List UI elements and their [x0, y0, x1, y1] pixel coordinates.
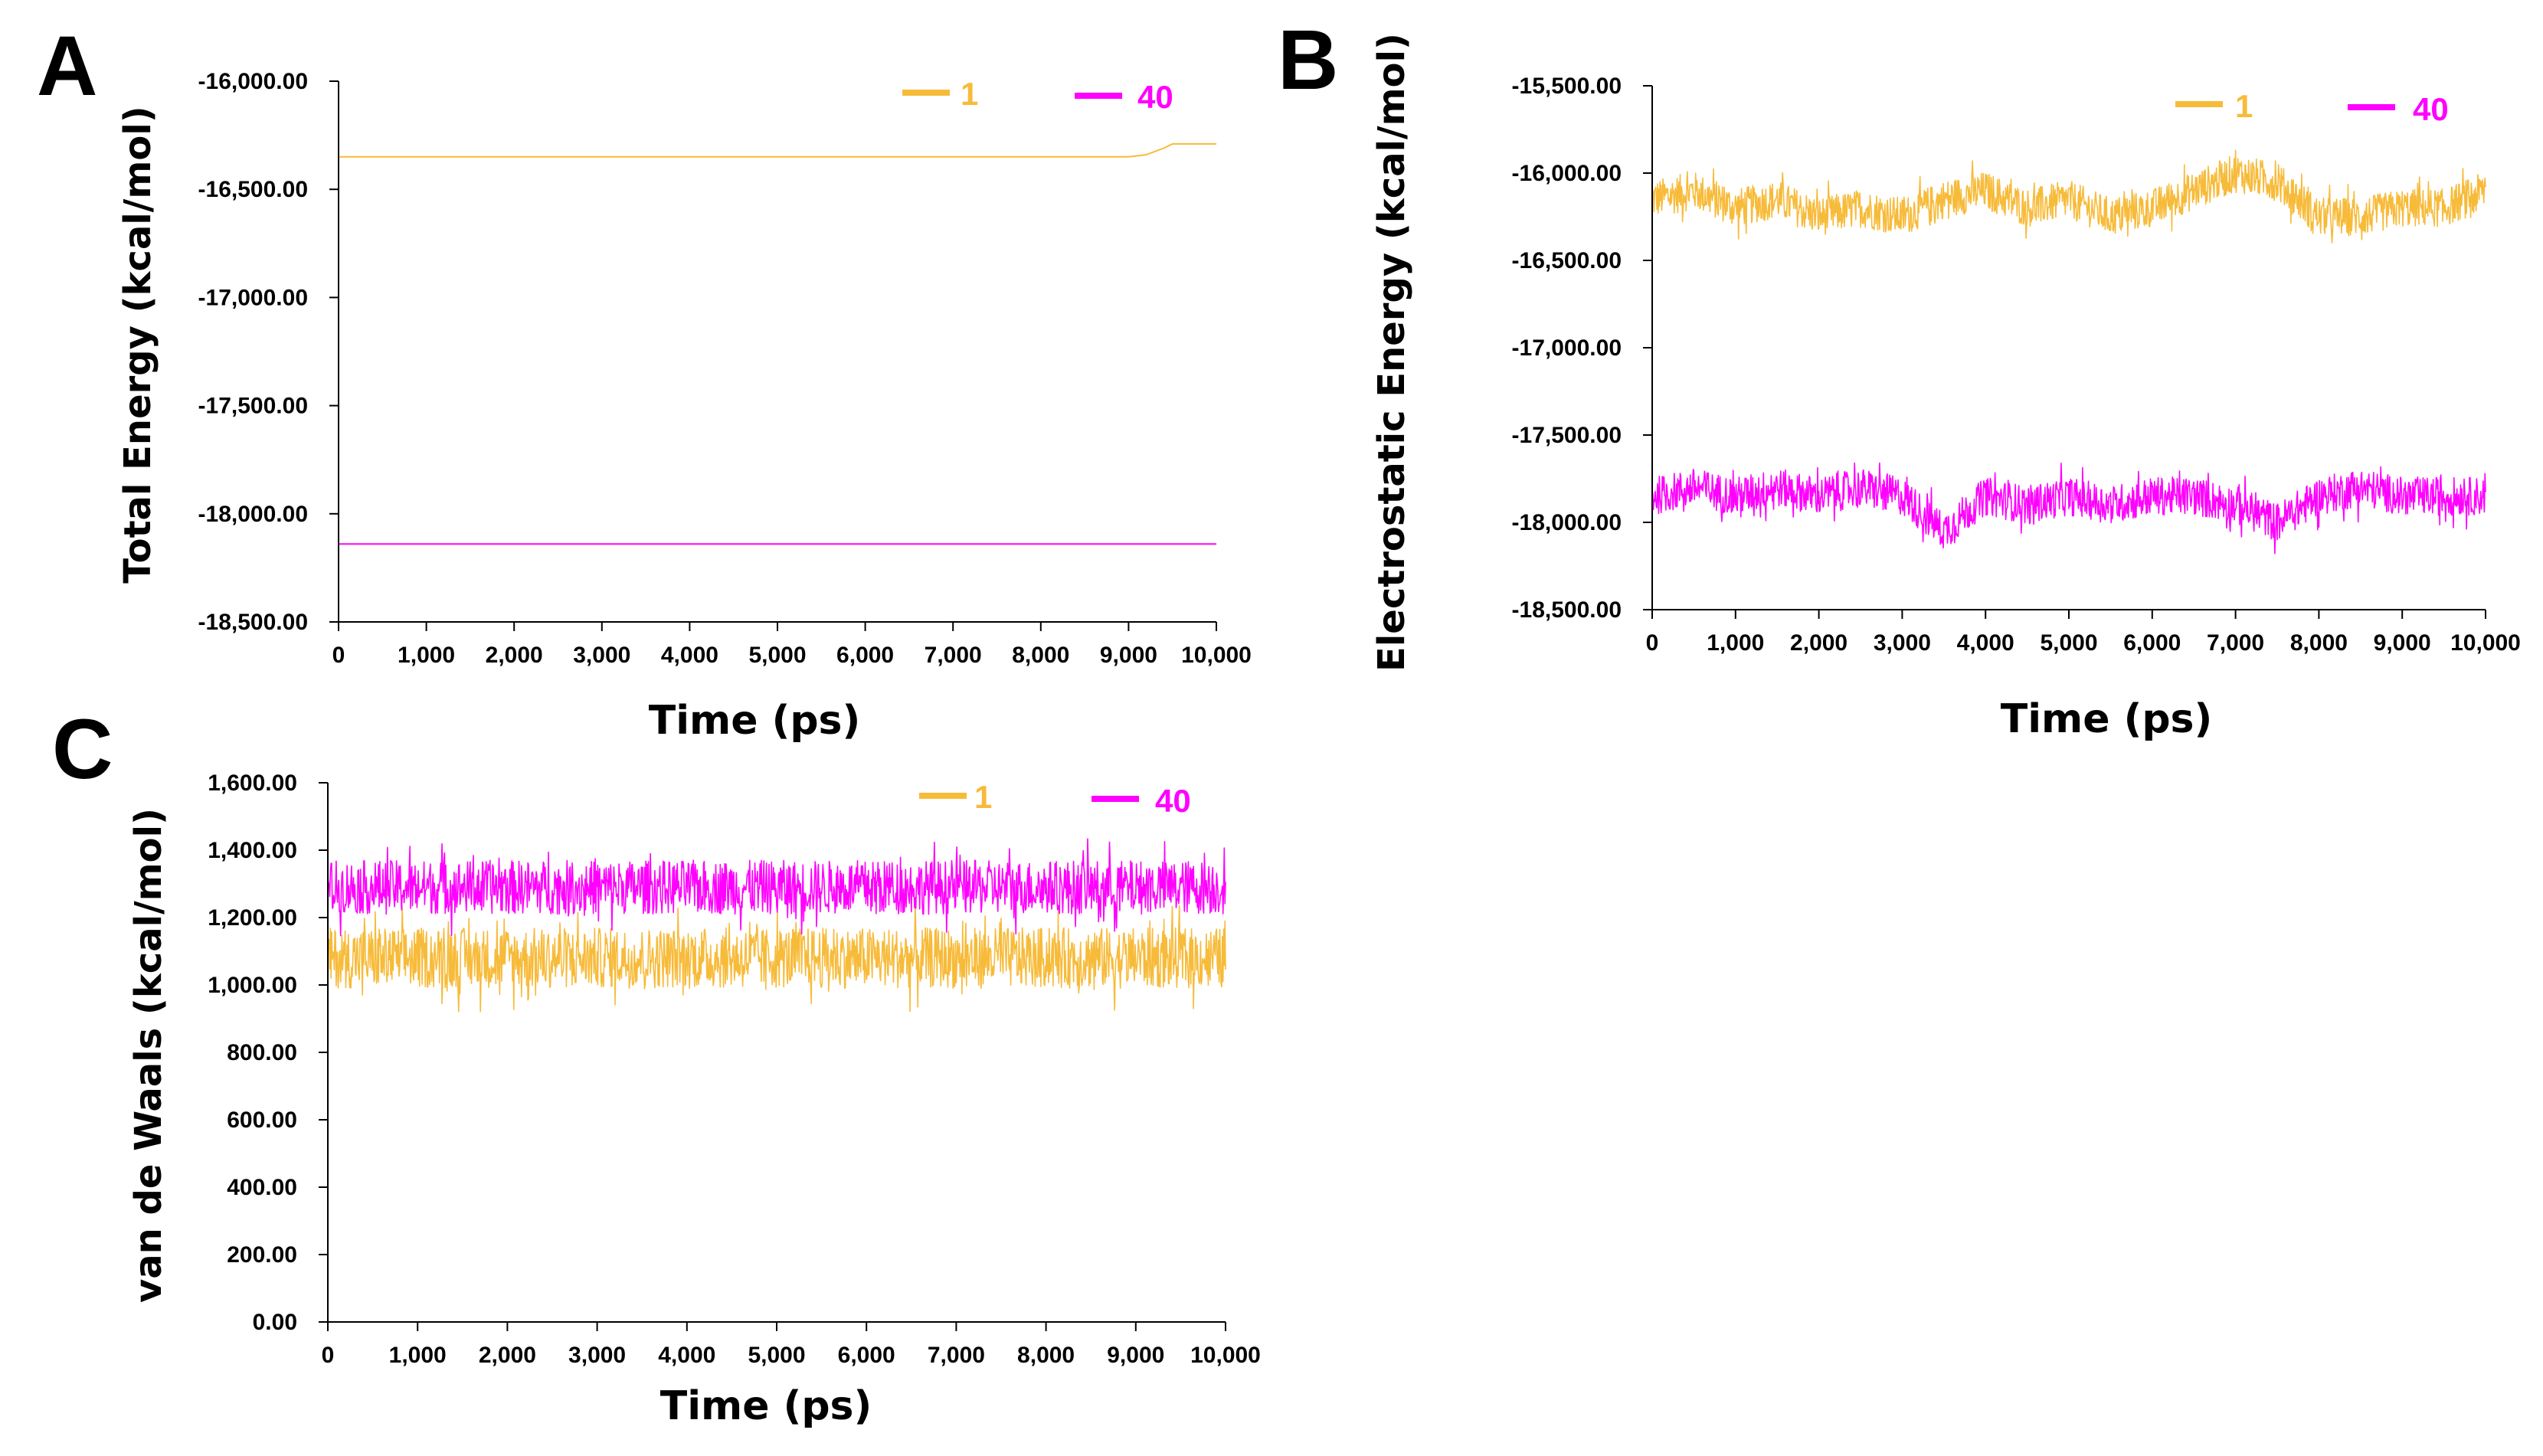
x-tick-label: 4,000 — [661, 643, 718, 668]
y-tick-label: -17,500.00 — [1512, 423, 1622, 448]
x-tick-label: 7,000 — [925, 643, 982, 668]
y-tick-label: 400.00 — [227, 1175, 297, 1200]
x-tick-label: 5,000 — [748, 643, 806, 668]
x-tick-label: 9,000 — [1100, 643, 1157, 668]
y-tick-label: -16,500.00 — [1512, 248, 1622, 273]
x-tick-label: 1,000 — [389, 1343, 447, 1368]
legend-label-40: 40 — [2413, 91, 2449, 127]
y-tick-label: 600.00 — [227, 1108, 297, 1133]
y-tick-label: 200.00 — [227, 1242, 297, 1268]
y-tick-label: -18,500.00 — [1512, 597, 1622, 623]
x-tick-label: 8,000 — [2290, 630, 2348, 656]
x-tick-label: 6,000 — [836, 643, 894, 668]
y-tick-label: -18,000.00 — [1512, 510, 1622, 535]
legend-label-40: 40 — [1137, 79, 1173, 115]
legend-label-1: 1 — [974, 779, 992, 815]
x-tick-label: 10,000 — [1181, 643, 1252, 668]
x-tick-label: 6,000 — [838, 1343, 895, 1368]
x-tick-label: 3,000 — [568, 1343, 626, 1368]
panel-c-series — [327, 838, 1226, 1013]
panel-letter-c: C — [52, 702, 113, 797]
y-tick-label: -17,500.00 — [198, 394, 308, 419]
y-tick-label: -15,500.00 — [1512, 74, 1622, 99]
x-tick-label: 9,000 — [1107, 1343, 1164, 1368]
panel-b-x-axis-label: Time (ps) — [2001, 696, 2213, 742]
y-tick-label: -16,000.00 — [198, 69, 308, 94]
panel-a-legend: 1 40 — [902, 76, 1173, 115]
panel-a-x-axis-label: Time (ps) — [649, 698, 861, 744]
y-tick-label: -18,000.00 — [198, 502, 308, 527]
x-tick-label: 0 — [1646, 630, 1659, 656]
panel-letter-a: A — [37, 19, 97, 113]
panel-a-y-axis-label: Total Energy (kcal/mol) — [116, 106, 159, 583]
x-tick-label: 9,000 — [2374, 630, 2431, 656]
panel-b-y-axis-label: Electrostatic Energy (kcal/mol) — [1370, 33, 1413, 672]
panel-c-y-axis-label: van de Waals (kcal/mol) — [127, 808, 170, 1303]
x-tick-label: 0 — [322, 1343, 335, 1368]
panel-c-legend: 1 40 — [919, 779, 1191, 819]
x-tick-label: 2,000 — [479, 1343, 536, 1368]
panel-c: C 0.00 200.00 400.00 600.00 800.00 1,000.00 1,… — [52, 702, 1261, 1429]
legend-label-1: 1 — [2235, 88, 2253, 124]
x-tick-label: 1,000 — [1707, 630, 1764, 656]
series-1-line — [327, 903, 1226, 1013]
x-tick-label: 2,000 — [486, 643, 543, 668]
x-tick-label: 4,000 — [658, 1343, 715, 1368]
y-tick-label: 800.00 — [227, 1040, 297, 1065]
legend-label-1: 1 — [961, 76, 978, 112]
x-tick-label: 6,000 — [2123, 630, 2181, 656]
series-40-line — [1651, 462, 2486, 555]
x-tick-label: 5,000 — [2040, 630, 2097, 656]
x-tick-label: 10,000 — [1190, 1343, 1261, 1368]
x-tick-label: 5,000 — [748, 1343, 805, 1368]
x-tick-label: 7,000 — [2207, 630, 2264, 656]
y-tick-label: -16,000.00 — [1512, 161, 1622, 186]
y-tick-label: 1,200.00 — [208, 905, 297, 931]
x-tick-label: 3,000 — [573, 643, 630, 668]
series-40-line — [327, 838, 1226, 937]
x-tick-label: 10,000 — [2450, 630, 2521, 656]
series-1-line — [1651, 149, 2486, 244]
x-tick-label: 0 — [332, 643, 345, 668]
y-tick-label: 1,600.00 — [208, 771, 297, 796]
panel-a-series — [339, 142, 1216, 545]
x-tick-label: 2,000 — [1790, 630, 1848, 656]
legend-label-40: 40 — [1155, 783, 1191, 819]
y-tick-label: 1,400.00 — [208, 838, 297, 863]
x-tick-label: 8,000 — [1017, 1343, 1075, 1368]
y-tick-label: 1,000.00 — [208, 973, 297, 998]
x-tick-label: 3,000 — [1874, 630, 1931, 656]
x-tick-label: 1,000 — [398, 643, 455, 668]
panel-b-axes: -15,500.00 -16,000.00 -16,500.00 -17,000.00… — [1512, 74, 2521, 656]
panel-letter-b: B — [1278, 13, 1338, 107]
panel-c-axes: 0.00 200.00 400.00 600.00 800.00 1,000.00 1,20… — [208, 771, 1261, 1368]
panel-b: B -15,500.00 -16,000.00 -16,500.00 -17,000.… — [1278, 13, 2521, 742]
y-tick-label: 0.00 — [253, 1310, 297, 1335]
x-tick-label: 7,000 — [928, 1343, 985, 1368]
series-1-line — [339, 142, 1216, 158]
y-tick-label: -16,500.00 — [198, 177, 308, 202]
x-tick-label: 8,000 — [1012, 643, 1069, 668]
panel-b-legend: 1 40 — [2175, 88, 2449, 127]
y-tick-label: -17,000.00 — [1512, 335, 1622, 361]
panel-a-axes: -16,000.00 -16,500.00 -17,000.00 -17,500.00… — [198, 69, 1252, 668]
panel-c-x-axis-label: Time (ps) — [660, 1383, 872, 1429]
y-tick-label: -17,000.00 — [198, 285, 308, 310]
y-tick-label: -18,500.00 — [198, 610, 308, 635]
x-tick-label: 4,000 — [1957, 630, 2014, 656]
panel-a: A -16,000.00 -16,500.00 -17,000.00 -17,500.… — [37, 19, 1252, 744]
panel-b-series — [1651, 149, 2486, 555]
